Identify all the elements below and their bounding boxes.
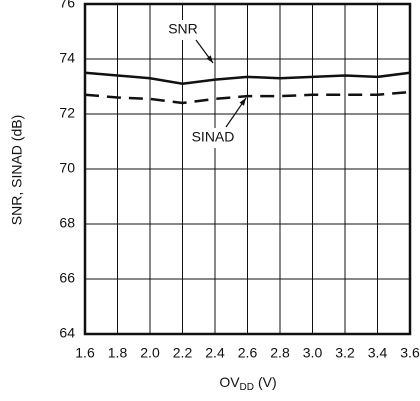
x-tick-label: 1.8 (108, 345, 128, 361)
plot-frame (83, 2, 412, 336)
y-tick-label: 70 (59, 160, 75, 176)
arrow-head (239, 98, 246, 106)
x-tick-label: 2.6 (238, 345, 258, 361)
annotation-bg (159, 20, 207, 40)
series-line (84, 71, 411, 86)
x-tick-label: 2.2 (173, 345, 193, 361)
annotation-bg (189, 128, 237, 148)
x-tick-label: 3.0 (303, 345, 323, 361)
x-tick-label: 2.0 (140, 345, 160, 361)
x-tick-label: 2.4 (205, 345, 225, 361)
series-line (84, 90, 411, 105)
y-axis-label: SNR, SINAD (dB) (9, 115, 25, 225)
x-axis-label-main: OV (219, 374, 240, 390)
x-axis-label: OVDD (V) (219, 374, 276, 393)
x-tick-label: 3.6 (400, 345, 420, 361)
x-tick-label: 1.6 (75, 345, 95, 361)
y-tick-label: 72 (59, 105, 75, 121)
arrow-head (206, 55, 213, 63)
y-tick-label: 68 (59, 215, 75, 231)
series-annotation: SNR (168, 21, 198, 37)
x-tick-label: 3.2 (335, 345, 355, 361)
x-tick-label: 2.8 (270, 345, 290, 361)
x-axis-label-unit: (V) (258, 374, 277, 390)
y-tick-label: 64 (59, 325, 75, 341)
y-tick-label: 74 (59, 50, 75, 66)
series-annotation: SINAD (192, 129, 235, 145)
x-tick-label: 3.4 (368, 345, 388, 361)
y-tick-label: 76 (59, 0, 75, 11)
y-tick-label: 66 (59, 270, 75, 286)
x-axis-label-sub: DD (240, 382, 254, 393)
